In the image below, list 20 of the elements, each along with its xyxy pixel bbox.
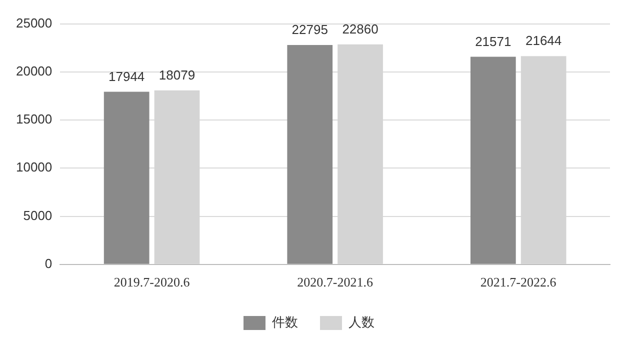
x-tick-label: 2021.7-2022.6: [480, 274, 557, 290]
data-label: 22860: [342, 21, 378, 36]
y-tick-label: 0: [44, 256, 52, 271]
x-tick-label: 2019.7-2020.6: [114, 274, 190, 290]
legend-label: 件数: [272, 315, 298, 330]
legend-label: 人数: [348, 315, 374, 330]
y-tick-label: 25000: [16, 15, 52, 30]
data-label: 21571: [475, 34, 512, 49]
y-tick-label: 15000: [16, 112, 52, 127]
data-label: 21644: [525, 33, 562, 48]
y-tick-label: 20000: [16, 64, 52, 78]
y-tick-label: 10000: [16, 160, 52, 175]
bar: [470, 56, 516, 264]
y-tick-label: 5000: [23, 208, 52, 223]
x-tick-label: 2020.7-2021.6: [297, 274, 374, 290]
data-label: 17944: [108, 68, 145, 84]
bar: [287, 45, 333, 264]
bar: [104, 92, 150, 264]
data-label: 22795: [292, 22, 328, 38]
data-label: 18079: [158, 67, 196, 82]
